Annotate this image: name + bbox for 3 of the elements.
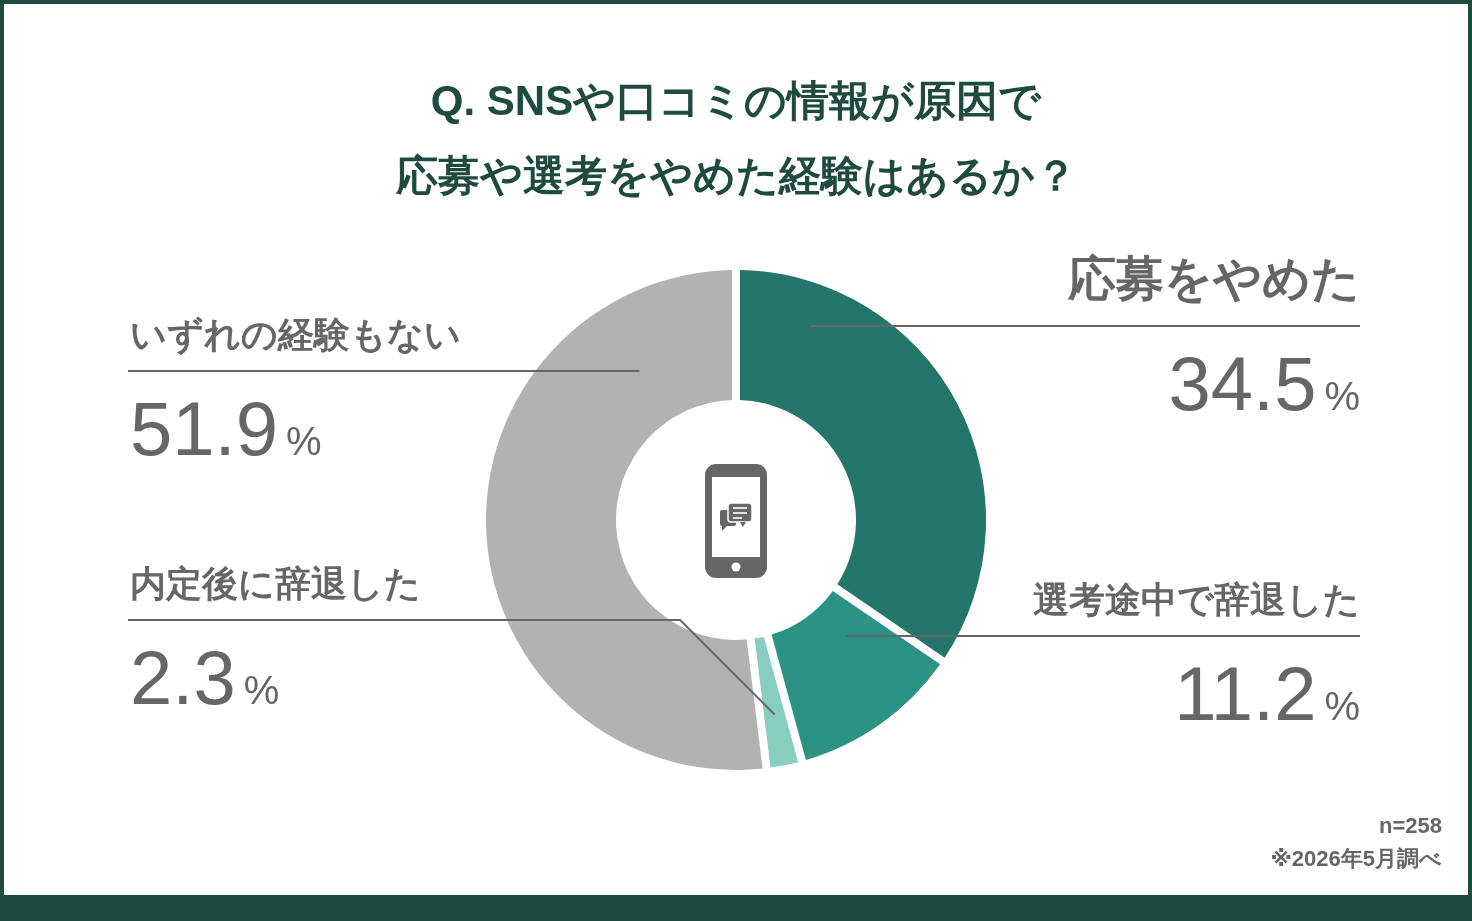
annotation: ※2026年5月調べ: [1270, 846, 1442, 871]
title: Q. SNSや口コミの情報が原因で応募や選考をやめた経験はあるか？: [395, 77, 1077, 199]
annotation: n=258: [1379, 813, 1442, 838]
